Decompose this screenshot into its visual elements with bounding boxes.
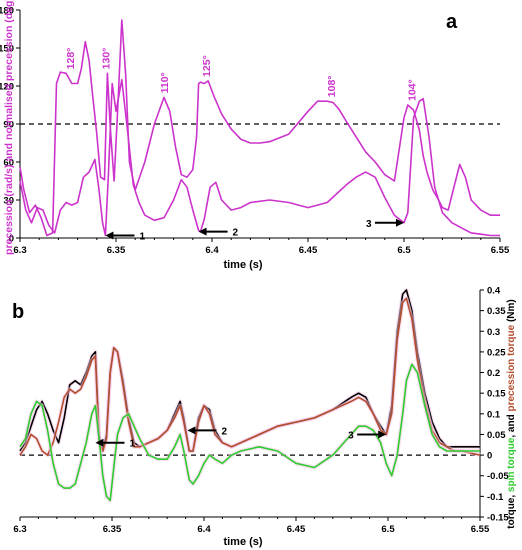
series-line-2	[19, 297, 481, 456]
panel-a: a 6.3 6.35 6.4 6.45 6.5 6.550306090120150180 …	[0, 0, 510, 271]
y-tick-label: 0.1	[487, 409, 501, 420]
y-tick-label: 0.15	[487, 389, 506, 400]
y-tick-label: 120	[0, 82, 14, 93]
x-tick-label: 6.35	[107, 245, 126, 256]
arrow-head-icon	[378, 430, 387, 439]
y-label-precession-torque: precession torque	[506, 324, 517, 411]
angle-annotation: 130°	[100, 48, 112, 70]
y-label-torque: torque,	[506, 492, 517, 529]
panel-b: b 6.3 6.35 6.4 6.45 6.5 6.55-0.15 -0.1 -0.05 0 0.…	[12, 286, 517, 549]
panel-b-x-axis-label: time (s)	[223, 536, 262, 548]
y-tick-label: 0.3	[487, 327, 500, 338]
x-tick-label: 6.3	[13, 245, 26, 256]
y-tick-label: 0	[9, 234, 14, 245]
callout-label: 2	[233, 228, 239, 239]
series-line-1	[19, 19, 500, 237]
x-tick-label: 6.3	[13, 524, 26, 535]
x-tick-label: 6.4	[197, 524, 211, 535]
y-tick-label: 0.2	[487, 368, 500, 379]
panel-a-label: a	[446, 11, 458, 33]
arrow-head-icon	[396, 218, 404, 227]
x-tick-label: 6.45	[287, 524, 306, 535]
y-tick-label: 90	[3, 120, 14, 131]
callout-label: 1	[129, 439, 135, 450]
angle-annotation: 104°	[407, 79, 419, 101]
x-tick-label: 6.4	[205, 245, 219, 256]
arrow-head-icon	[198, 227, 207, 236]
x-tick-label: 6.55	[471, 524, 490, 535]
series-line-3	[19, 363, 480, 502]
angle-annotation: 108°	[326, 75, 338, 97]
y-tick-label: -0.15	[487, 513, 509, 524]
y-tick-label: 0.05	[487, 430, 506, 441]
x-tick-label: 6.55	[491, 245, 510, 256]
y-label-and: , and	[506, 412, 517, 438]
panel-b-label: b	[12, 301, 24, 323]
y-tick-label: 0.4	[487, 286, 501, 297]
y-label-units: (Nm)	[506, 299, 517, 325]
y-tick-label: -0.1	[487, 492, 504, 503]
y-label-spin-torque: spin torque	[506, 437, 517, 492]
callout-label: 2	[221, 426, 227, 437]
x-tick-label: 6.5	[397, 245, 411, 256]
y-tick-label: -0.05	[487, 471, 509, 482]
arrow-head-icon	[105, 231, 114, 240]
y-tick-label: 0	[487, 451, 492, 462]
angle-annotation: 110°	[159, 72, 171, 93]
callout-label: 3	[348, 430, 354, 441]
y-tick-label: 0.25	[487, 347, 506, 358]
series-line-2	[19, 78, 500, 237]
arrow-head-icon	[187, 426, 196, 435]
panel-a-axes: 6.3 6.35 6.4 6.45 6.5 6.55 0 30 60 90 120 150 180	[0, 6, 510, 257]
y-tick-label: 30	[3, 196, 14, 207]
y-tick-label: 0.35	[487, 306, 506, 317]
callout-label: 1	[139, 231, 145, 242]
panel-b-series	[18, 288, 481, 503]
y-tick-label: 180	[0, 6, 14, 17]
x-tick-label: 6.35	[103, 524, 122, 535]
panel-a-series	[19, 19, 500, 237]
callout-label: 3	[366, 219, 372, 230]
panel-b-y-axis-label: torque, spin torque, and precession torq…	[506, 299, 517, 529]
panel-a-y-axis-label: precession (rad/s) and normalised preces…	[3, 0, 15, 255]
angle-annotation: 125°	[201, 55, 213, 77]
panel-a-annotations: 128° 130° 110° 125° 108° 104° 1 2 3	[65, 48, 419, 243]
y-tick-label: 150	[0, 44, 14, 55]
y-tick-label: 60	[3, 158, 14, 169]
panel-a-x-axis-label: time (s)	[223, 259, 262, 271]
x-tick-label: 6.45	[299, 245, 318, 256]
panel-b-annotations: 1 2 3	[95, 426, 387, 450]
angle-annotation: 128°	[65, 48, 77, 70]
x-tick-label: 6.5	[381, 524, 395, 535]
arrow-head-icon	[95, 438, 104, 447]
panel-b-axes: 6.3 6.35 6.4 6.45 6.5 6.55-0.15 -0.1 -0.05 0 0.05…	[13, 286, 509, 536]
